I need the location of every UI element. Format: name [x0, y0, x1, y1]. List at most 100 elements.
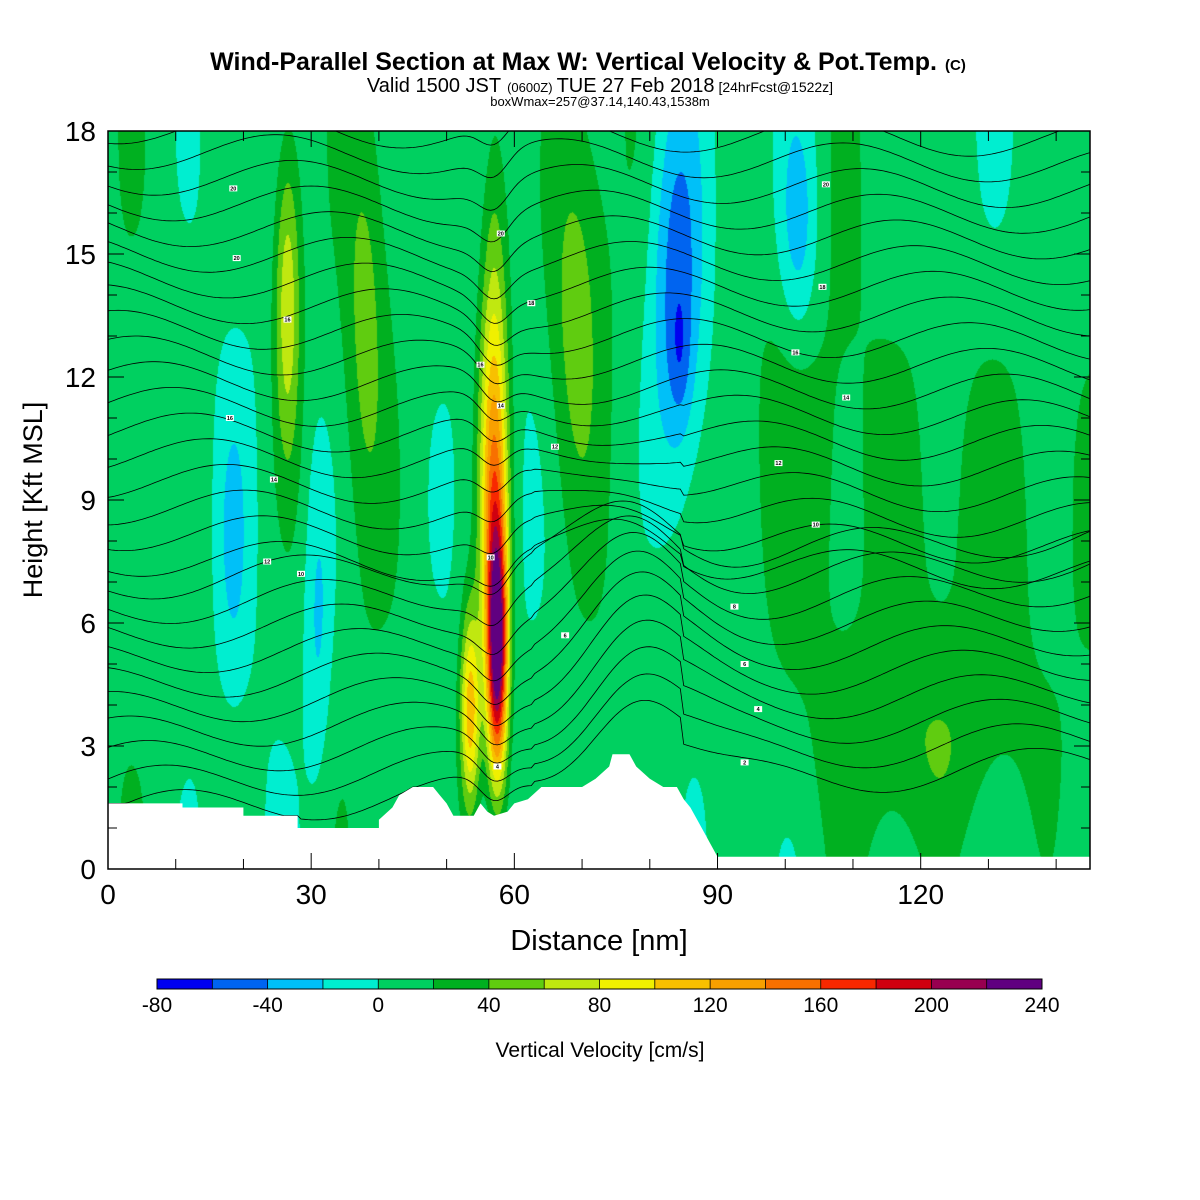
- contour-label-box: [791, 349, 800, 356]
- isentrope-line: [108, 500, 1090, 600]
- contour-label-box: [730, 603, 739, 610]
- colorbar-swatch: [820, 979, 877, 989]
- colorbar-swatch: [378, 979, 435, 989]
- colorbar-swatch: [765, 979, 822, 989]
- y-tick-label: 9: [80, 485, 96, 516]
- subtitle-forecast: [24hrFcst@1522z]: [718, 79, 833, 95]
- colorbar-swatch: [544, 979, 600, 989]
- isentrope-line: [108, 211, 1090, 272]
- colorbar-swatch: [322, 979, 379, 989]
- subtitle-date: TUE 27 Feb 2018: [557, 75, 715, 97]
- contour-label: 12: [264, 560, 270, 566]
- contour-label: 16: [284, 318, 290, 324]
- contour-label: 14: [271, 478, 278, 484]
- contour-label-box: [297, 570, 306, 577]
- potential-temperature-contours: [108, 131, 1090, 821]
- y-axis: 0 3 6 9 12 15 18: [65, 116, 1090, 885]
- contour-label-box: [496, 402, 505, 409]
- contour-label-box: [527, 300, 536, 307]
- contour-label: 12: [552, 445, 558, 451]
- isentrope-line: [108, 571, 1090, 705]
- isentrope-line: [108, 504, 1090, 564]
- colorbar-swatch: [710, 979, 766, 989]
- terrain: [108, 754, 1090, 869]
- y-tick-label: 3: [80, 731, 96, 762]
- isentrope-line: [108, 387, 1090, 435]
- contour-label-box: [269, 476, 278, 483]
- contour-label-box: [818, 283, 827, 290]
- colorbar-tick-label: 80: [588, 994, 611, 1017]
- isentrope-line: [108, 518, 1090, 590]
- vertical-velocity-field: [108, 131, 1090, 869]
- contour-label: 16: [477, 363, 483, 369]
- colorbar-tick-label: 160: [803, 994, 838, 1017]
- colorbar-swatch: [876, 979, 932, 989]
- contour-label-box: [774, 460, 783, 467]
- x-tick-label: 120: [897, 879, 944, 910]
- contour-labels: 20 20 16 16 14 12 10 20 18 16 14 12 10 6 4 20 18 16 14 12 10…: [225, 181, 851, 771]
- chart-title-mark: (C): [945, 57, 966, 74]
- contour-label: 4: [757, 707, 761, 713]
- contour-label-box: [754, 706, 763, 713]
- contour-label-box: [740, 759, 749, 766]
- contour-label: 10: [488, 555, 494, 561]
- colorbar-swatch: [433, 979, 490, 989]
- colorbar-tick-label: 200: [914, 994, 949, 1017]
- plot-area: 20 20 16 16 14 12 10 20 18 16 14 12 10 6 4 20 18 16 14 12 10…: [108, 131, 1090, 869]
- chart-title-main: Wind-Parallel Section at Max W: Vertical…: [210, 48, 937, 76]
- chart-info: boxWmax=257@37.14,140.43,1538m: [490, 94, 710, 109]
- colorbar-tick-label: 0: [372, 994, 384, 1017]
- contour-label-box: [486, 554, 495, 561]
- colorbar-swatch: [157, 979, 213, 989]
- contour-label: 2: [743, 760, 746, 766]
- colorbar-tick-label: 240: [1024, 994, 1059, 1017]
- isentrope-line: [108, 463, 1090, 512]
- y-axis-label: Height [Kft MSL]: [18, 402, 48, 599]
- contour-label-box: [493, 763, 502, 770]
- contour-label-box: [263, 558, 272, 565]
- colorbar-swatch: [267, 979, 324, 989]
- contour-label-box: [496, 230, 505, 237]
- contour-label-box: [561, 632, 570, 639]
- colorbar-label: Vertical Velocity [cm/s]: [496, 1039, 705, 1062]
- isentrope-line: [108, 284, 1090, 346]
- colorbar-tick-label: 120: [693, 994, 728, 1017]
- contour-label: 16: [792, 350, 798, 356]
- isentrope-line: [108, 673, 1090, 796]
- x-axis-label: Distance [nm]: [510, 925, 687, 957]
- colorbar-swatch: [599, 979, 656, 989]
- contour-label: 6: [564, 633, 567, 639]
- colorbar-swatch: [654, 979, 711, 989]
- contour-label: 10: [813, 523, 819, 529]
- contour-label-box: [232, 255, 241, 262]
- subtitle-valid: Valid 1500 JST: [367, 75, 501, 97]
- y-tick-label: 12: [65, 362, 96, 393]
- colorbar-swatch: [986, 979, 1043, 989]
- contour-label: 18: [528, 301, 534, 307]
- isentrope-line: [108, 700, 1090, 821]
- contour-label: 4: [496, 765, 500, 771]
- isentrope-line: [108, 237, 1090, 300]
- contour-label: 20: [234, 256, 240, 262]
- contour-label: 20: [498, 232, 504, 238]
- isentrope-line: [108, 361, 1090, 410]
- contour-label-box: [225, 415, 234, 421]
- subtitle-utc: (0600Z): [507, 80, 553, 95]
- contour-label: 20: [230, 186, 236, 192]
- isentrope-line: [108, 646, 1090, 772]
- isentrope-line: [108, 261, 1090, 324]
- isentrope-line: [108, 550, 1090, 682]
- colorbar: -80 -40 0 40 80 120 160 200 240: [142, 978, 1060, 1017]
- isentrope-line: [108, 619, 1090, 747]
- isentrope-line: [108, 412, 1090, 461]
- isentrope-line: [108, 134, 1090, 183]
- contour-label-box: [842, 394, 851, 401]
- x-axis: 0 30 60 90 120: [100, 131, 1057, 910]
- isentrope-line: [108, 160, 1090, 211]
- isentrope-line: [108, 185, 1090, 243]
- isentrope-line: [108, 309, 1090, 366]
- colorbar-tick-label: 40: [477, 994, 500, 1017]
- contour-label: 8: [733, 605, 736, 611]
- colorbar-swatch: [931, 979, 988, 989]
